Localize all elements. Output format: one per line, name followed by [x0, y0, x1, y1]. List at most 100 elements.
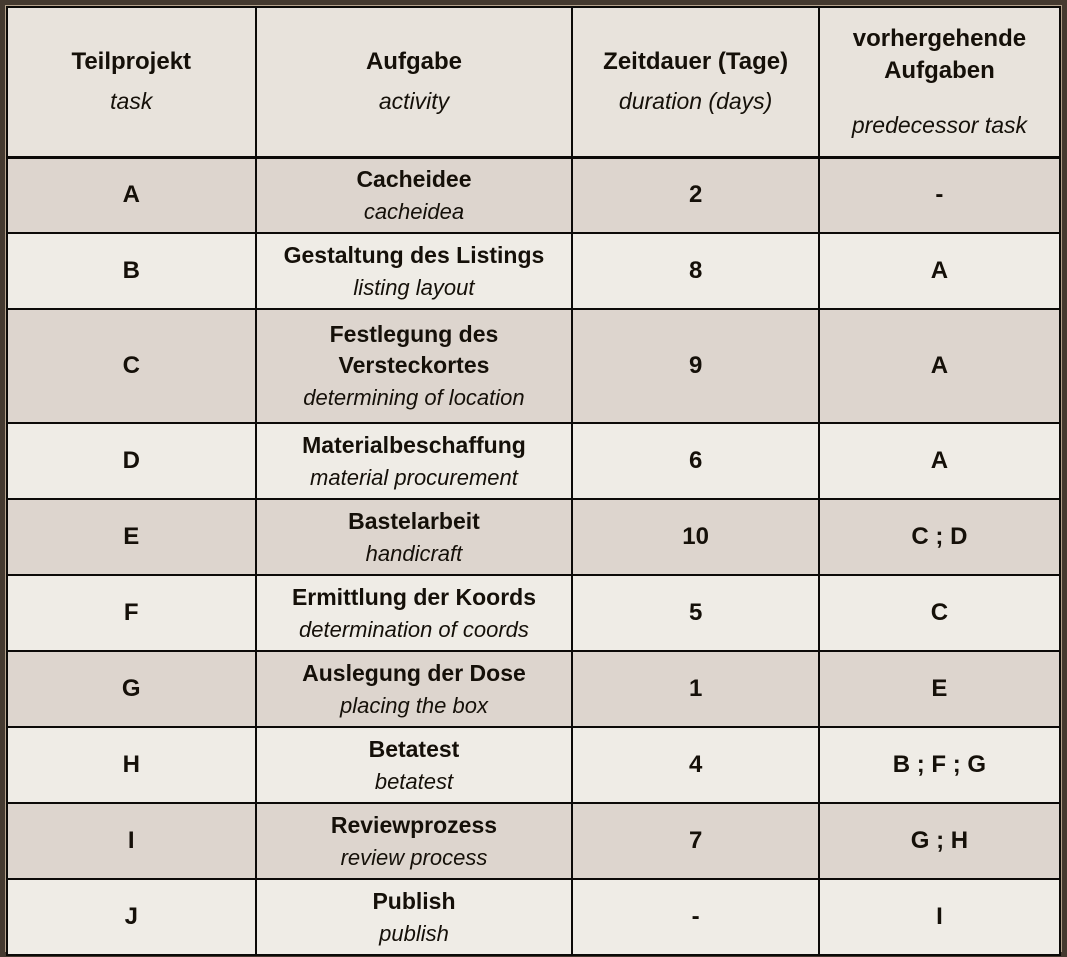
- cell-predecessors: B ; F ; G: [817, 726, 1062, 804]
- cell-predecessors: E: [817, 650, 1062, 728]
- cell-duration: 8: [571, 232, 820, 310]
- table-row-f: F Ermittlung der Koords determination of…: [6, 574, 1062, 652]
- task-letter: D: [122, 447, 140, 474]
- activity-en: determining of location: [303, 385, 525, 411]
- task-letter: C: [122, 352, 140, 379]
- cell-activity: Cacheidee cacheidea: [254, 156, 574, 234]
- activity-de: Festlegung des Versteckortes: [329, 321, 499, 379]
- activity-en: cacheidea: [363, 198, 465, 224]
- table-row-a: A Cacheidee cacheidea 2 -: [6, 156, 1062, 234]
- activity-de: Auslegung der Dose: [302, 659, 526, 686]
- header-cell-activity: Aufgabe activity: [254, 6, 574, 159]
- cell-duration: 10: [571, 498, 820, 576]
- activity-en: review process: [340, 844, 488, 870]
- activity-en: publish: [379, 920, 449, 946]
- predecessors-value: A: [930, 257, 949, 284]
- cell-activity: Bastelarbeit handicraft: [254, 498, 574, 576]
- cell-duration: -: [571, 878, 820, 956]
- cell-duration: 7: [571, 802, 820, 880]
- task-letter: F: [123, 599, 139, 626]
- cell-task: H: [6, 726, 257, 804]
- cell-activity: Materialbeschaffung material procurement: [254, 422, 574, 500]
- cell-activity: Gestaltung des Listings listing layout: [254, 232, 574, 310]
- duration-value: 8: [688, 257, 703, 284]
- predecessors-value: C ; D: [911, 523, 968, 550]
- header-cell-duration: Zeitdauer (Tage) duration (days): [571, 6, 820, 159]
- cell-task: B: [6, 232, 257, 310]
- cell-task: D: [6, 422, 257, 500]
- header-activity-de: Aufgabe: [365, 48, 462, 76]
- header-row: Teilprojekt task Aufgabe activity Zeitda…: [6, 6, 1062, 159]
- duration-value: -: [691, 903, 700, 930]
- cell-activity: Publish publish: [254, 878, 574, 956]
- activity-en: handicraft: [365, 540, 463, 566]
- header-cell-predecessors: vorhergehende Aufgaben predecessor task: [817, 6, 1062, 159]
- activity-en: listing layout: [353, 274, 475, 300]
- table-header: Teilprojekt task Aufgabe activity Zeitda…: [6, 6, 1062, 159]
- cell-duration: 4: [571, 726, 820, 804]
- duration-value: 7: [688, 827, 703, 854]
- table-row-j: J Publish publish - I: [6, 878, 1062, 956]
- table-body: A Cacheidee cacheidea 2 - B Gestaltung d…: [6, 156, 1062, 956]
- table-row-h: H Betatest betatest 4 B ; F ; G: [6, 726, 1062, 804]
- table-row-g: G Auslegung der Dose placing the box 1 E: [6, 650, 1062, 728]
- header-task-de: Teilprojekt: [71, 48, 192, 76]
- predecessors-value: A: [930, 352, 949, 379]
- predecessors-value: -: [935, 181, 944, 209]
- cell-activity: Ermittlung der Koords determination of c…: [254, 574, 574, 652]
- task-letter: I: [127, 827, 135, 854]
- cell-duration: 2: [571, 156, 820, 234]
- cell-predecessors: G ; H: [817, 802, 1062, 880]
- table-row-i: I Reviewprozess review process 7 G ; H: [6, 802, 1062, 880]
- task-letter: H: [122, 751, 140, 778]
- cell-activity: Auslegung der Dose placing the box: [254, 650, 574, 728]
- cell-task: E: [6, 498, 257, 576]
- header-activity-en: activity: [378, 88, 450, 115]
- activity-en: betatest: [374, 768, 454, 794]
- predecessors-value: G ; H: [910, 827, 969, 854]
- task-letter: A: [122, 181, 140, 209]
- activity-en: determination of coords: [299, 616, 529, 642]
- cell-task: G: [6, 650, 257, 728]
- cell-task: J: [6, 878, 257, 956]
- cell-task: I: [6, 802, 257, 880]
- activity-de: Ermittlung der Koords: [291, 583, 536, 610]
- cell-duration: 9: [571, 308, 820, 424]
- cell-task: F: [6, 574, 257, 652]
- activity-de: Reviewprozess: [330, 811, 498, 838]
- activity-de: Publish: [372, 887, 456, 914]
- cell-predecessors: A: [817, 308, 1062, 424]
- table-row-b: B Gestaltung des Listings listing layout…: [6, 232, 1062, 310]
- activity-de: Materialbeschaffung: [302, 431, 526, 458]
- duration-value: 4: [688, 751, 703, 778]
- table-row-e: E Bastelarbeit handicraft 10 C ; D: [6, 498, 1062, 576]
- header-predecessors-en: predecessor task: [851, 111, 1027, 138]
- duration-value: 2: [688, 181, 703, 209]
- cell-duration: 5: [571, 574, 820, 652]
- header-task-en: task: [110, 88, 153, 115]
- activity-de: Cacheidee: [356, 165, 472, 192]
- cell-task: C: [6, 308, 257, 424]
- cell-predecessors: A: [817, 232, 1062, 310]
- cell-predecessors: A: [817, 422, 1062, 500]
- cell-predecessors: I: [817, 878, 1062, 956]
- activity-en: material procurement: [310, 464, 518, 490]
- predecessors-value: E: [931, 675, 948, 702]
- header-duration-en: duration (days): [618, 88, 773, 115]
- predecessors-value: C: [930, 599, 949, 626]
- predecessors-value: A: [930, 447, 949, 474]
- project-plan-table: Teilprojekt task Aufgabe activity Zeitda…: [6, 6, 1062, 956]
- duration-value: 9: [688, 352, 703, 379]
- task-letter: G: [121, 675, 141, 702]
- predecessors-value: I: [936, 903, 943, 930]
- header-cell-task: Teilprojekt task: [6, 6, 257, 159]
- task-letter: E: [123, 523, 140, 550]
- cell-predecessors: C ; D: [817, 498, 1062, 576]
- cell-duration: 6: [571, 422, 820, 500]
- activity-de: Bastelarbeit: [348, 507, 480, 534]
- cell-task: A: [6, 156, 257, 234]
- cell-predecessors: C: [817, 574, 1062, 652]
- cell-activity: Betatest betatest: [254, 726, 574, 804]
- table-row-d: D Materialbeschaffung material procureme…: [6, 422, 1062, 500]
